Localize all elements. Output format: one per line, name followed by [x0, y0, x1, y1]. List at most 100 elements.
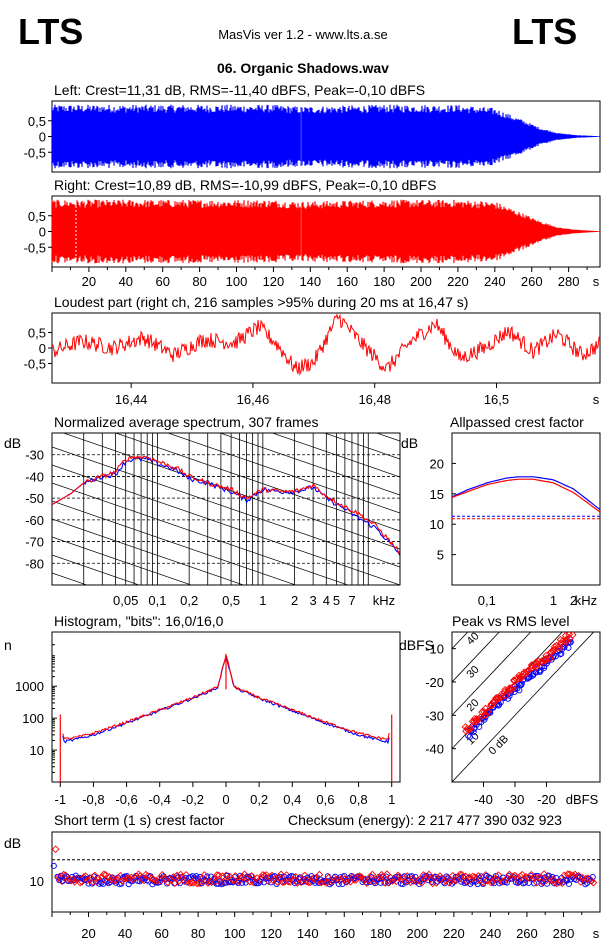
short-term-ytick-label: 10: [30, 874, 44, 889]
short-term-point-blue: [408, 873, 415, 880]
peak-rms-point-red: [475, 714, 483, 723]
peak-rms-point-red: [466, 725, 474, 734]
left-waveform: [51, 104, 601, 169]
peak-rms-ytick-label: -20: [425, 675, 444, 690]
histogram-xtick-label: 0,8: [350, 792, 368, 807]
time-tick-label: 140: [299, 274, 321, 289]
histogram-xtick-label: 0,4: [283, 792, 301, 807]
short-term-point-blue: [335, 880, 342, 887]
peak-rms-point-red: [549, 646, 558, 654]
peak-rms-point-red: [524, 666, 533, 675]
short-term-point-blue: [337, 874, 344, 881]
peak-rms-xtick-label: -30: [506, 792, 525, 807]
short-term-xtick-label: 80: [191, 926, 205, 941]
short-term-point-red: [527, 870, 536, 879]
short-term-point-blue: [564, 877, 571, 884]
short-term-point-red: [357, 873, 366, 882]
short-term-xtick-label: 160: [333, 926, 355, 941]
short-term-point-red: [383, 870, 391, 879]
short-term-point-blue: [224, 872, 231, 879]
short-term-point-blue: [235, 879, 242, 887]
short-term-xtick-label: 100: [224, 926, 246, 941]
histogram-ytick-label: 100: [22, 711, 44, 726]
short-term-point-blue: [291, 880, 298, 887]
short-term-point-red: [300, 871, 309, 880]
peak-rms-point-blue: [487, 709, 494, 716]
loudest-title: Loudest part (right ch, 216 samples >95%…: [54, 294, 468, 310]
spectrum-ytick-label: -60: [25, 513, 44, 528]
spectrum-diagonal: [52, 500, 297, 585]
peak-rms-point-blue: [491, 702, 498, 709]
peak-rms-point-red: [509, 683, 518, 691]
histogram-title: Histogram, "bits": 16,0/16,0: [54, 613, 224, 629]
peak-rms-point-red: [532, 660, 541, 669]
short-term-xtick-label: 260: [516, 926, 538, 941]
short-term-xtick-label: 200: [406, 926, 428, 941]
short-term-point-red: [226, 872, 234, 881]
histogram-xtick-label: -1: [55, 792, 67, 807]
short-term-point-red: [59, 870, 68, 879]
spectrum-xtick-label: 2: [291, 593, 298, 608]
short-term-point-blue: [436, 875, 443, 882]
peak-rms-diagonal: [452, 632, 563, 750]
crest-xtick-label: 0,1: [478, 593, 496, 608]
histogram-line-red: [62, 652, 390, 741]
time-tick-label: 240: [484, 274, 506, 289]
short-term-point-red: [468, 872, 477, 881]
peak-rms-point-blue: [567, 639, 574, 646]
short-term-point-blue: [492, 873, 499, 880]
checksum-text: Checksum (energy): 2 217 477 390 032 923: [288, 812, 562, 828]
short-term-outlier-blue: [50, 862, 57, 869]
right-ytick-label: 0: [39, 225, 46, 240]
time-tick-label: 120: [263, 274, 285, 289]
histogram-ytick-label: 1000: [15, 679, 44, 694]
peak-rms-point-red: [481, 710, 490, 719]
spectrum-xtick-label: 5: [333, 593, 340, 608]
peak-rms-title: Peak vs RMS level: [452, 613, 569, 629]
peak-rms-point-red: [546, 654, 555, 663]
crest-ytick-label: 10: [430, 517, 444, 532]
loudest-xtick-label: 16,44: [115, 392, 148, 407]
short-term-xtick-label: 220: [443, 926, 465, 941]
spectrum-diagonal: [166, 433, 400, 514]
spectrum-ytick-label: -50: [25, 491, 44, 506]
spectrum-ytick-label: -80: [25, 556, 44, 571]
peak-rms-point-red: [547, 647, 556, 656]
spectrum-ylabel: dB: [4, 435, 21, 451]
short-term-title: Short term (1 s) crest factor: [54, 812, 225, 828]
short-term-xtick-label: s: [593, 926, 600, 941]
peak-rms-xtick-label: -40: [474, 792, 493, 807]
short-term-point-red: [171, 879, 180, 888]
spectrum-diagonal: [114, 433, 400, 532]
short-term-point-blue: [441, 880, 448, 887]
short-term-xtick-label: 240: [480, 926, 502, 941]
time-tick-label: 60: [155, 274, 169, 289]
loudest-ytick-label: 0: [39, 341, 46, 356]
peak-rms-ytick-label: -30: [425, 708, 444, 723]
peak-rms-frame: [451, 631, 601, 783]
short-term-point-blue: [176, 880, 183, 887]
spectrum-title: Normalized average spectrum, 307 frames: [54, 414, 319, 430]
peak-rms-point-red: [466, 724, 475, 732]
loudest-line: [51, 313, 601, 376]
time-tick-label: 160: [336, 274, 358, 289]
peak-rms-point-blue: [466, 733, 473, 740]
app-title: MasVis ver 1.2 - www.lts.a.se: [218, 27, 388, 42]
time-tick-label: 200: [410, 274, 432, 289]
short-term-point-red: [423, 873, 432, 881]
loudest-xunit: s: [593, 392, 600, 407]
peak-rms-xunit: dBFS: [566, 792, 599, 807]
short-term-point-red: [279, 878, 287, 887]
spectrum-diagonal: [52, 482, 349, 585]
peak-rms-ytick-label: -40: [425, 742, 444, 757]
short-term-point-red: [368, 870, 377, 879]
peak-rms-point-blue: [541, 664, 548, 672]
right-ytick-label: -0,5: [24, 240, 46, 255]
spectrum-diagonal: [323, 433, 400, 460]
short-term-point-red: [563, 870, 572, 879]
short-term-point-red: [277, 870, 285, 879]
loudest-frame: [51, 312, 601, 384]
spectrum-ytick-label: -30: [25, 448, 44, 463]
left-ytick-label: 0,5: [28, 114, 46, 129]
